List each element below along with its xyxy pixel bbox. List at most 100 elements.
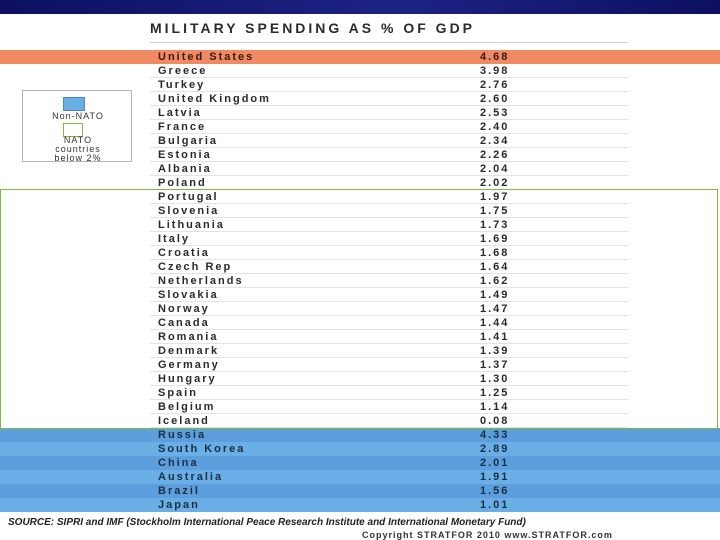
country-cell: Lithuania: [158, 219, 225, 231]
table-row: South Korea 2.89: [0, 442, 720, 456]
value-cell: 1.25: [480, 387, 510, 399]
copyright-note: Copyright STRATFOR 2010 www.STRATFOR.com: [362, 530, 613, 540]
row-separator: [150, 119, 628, 120]
country-cell: Canada: [158, 317, 210, 329]
value-cell: 1.68: [480, 247, 510, 259]
table-row: Latvia 2.53: [0, 106, 720, 120]
country-cell: Slovakia: [158, 289, 219, 301]
table-row: Romania 1.41: [0, 330, 720, 344]
legend-label-non-nato: Non-NATO: [52, 111, 104, 121]
value-cell: 2.53: [480, 107, 510, 119]
table-row: Greece 3.98: [0, 64, 720, 78]
row-separator: [150, 301, 628, 302]
row-separator: [150, 427, 628, 428]
value-cell: 1.75: [480, 205, 510, 217]
country-cell: Spain: [158, 387, 198, 399]
country-cell: Bulgaria: [158, 135, 219, 147]
country-cell: Estonia: [158, 149, 212, 161]
country-cell: Japan: [158, 499, 200, 511]
table-row: Australia 1.91: [0, 470, 720, 484]
table-row: Poland 2.02: [0, 176, 720, 190]
value-cell: 3.98: [480, 65, 510, 77]
chart-title: MILITARY SPENDING AS % OF GDP: [150, 20, 476, 36]
country-cell: Hungary: [158, 373, 217, 385]
table-row: Russia 4.33: [0, 428, 720, 442]
value-cell: 1.73: [480, 219, 510, 231]
country-cell: Poland: [158, 177, 207, 189]
legend-swatch-nato-below: [63, 123, 83, 137]
table-row: Lithuania 1.73: [0, 218, 720, 232]
value-cell: 4.33: [480, 429, 510, 441]
row-separator: [150, 385, 628, 386]
country-cell: Romania: [158, 331, 219, 343]
row-separator: [150, 315, 628, 316]
row-separator: [150, 287, 628, 288]
table-row: Iceland 0.08: [0, 414, 720, 428]
country-cell: Brazil: [158, 485, 200, 497]
value-cell: 1.37: [480, 359, 510, 371]
table-row: United States 4.68: [0, 50, 720, 64]
country-cell: China: [158, 457, 199, 469]
table-row: Estonia 2.26: [0, 148, 720, 162]
country-cell: Turkey: [158, 79, 206, 91]
row-separator: [150, 105, 628, 106]
value-cell: 0.08: [480, 415, 510, 427]
row-separator: [150, 203, 628, 204]
table-row: China 2.01: [0, 456, 720, 470]
country-cell: Australia: [158, 471, 224, 483]
table-row: Canada 1.44: [0, 316, 720, 330]
table-row: Albania 2.04: [0, 162, 720, 176]
country-cell: Croatia: [158, 247, 210, 259]
value-cell: 1.62: [480, 275, 510, 287]
legend: Non-NATO NATO countries below 2%: [22, 90, 132, 163]
value-cell: 2.60: [480, 93, 510, 105]
country-cell: Denmark: [158, 345, 220, 357]
value-cell: 1.47: [480, 303, 510, 315]
country-cell: Germany: [158, 359, 220, 371]
value-cell: 2.01: [480, 457, 510, 469]
value-cell: 1.64: [480, 261, 510, 273]
country-cell: South Korea: [158, 443, 246, 455]
table-row: Hungary 1.30: [0, 372, 720, 386]
country-cell: United Kingdom: [158, 93, 271, 105]
country-cell: Albania: [158, 163, 212, 175]
value-cell: 2.34: [480, 135, 510, 147]
table-row: Italy 1.69: [0, 232, 720, 246]
row-separator: [150, 399, 628, 400]
country-cell: Italy: [158, 233, 191, 245]
header-bar: [0, 0, 720, 14]
value-cell: 2.04: [480, 163, 510, 175]
table-row: Brazil 1.56: [0, 484, 720, 498]
table-row: Slovakia 1.49: [0, 288, 720, 302]
value-cell: 1.49: [480, 289, 510, 301]
country-cell: Latvia: [158, 107, 202, 119]
country-cell: France: [158, 121, 207, 133]
table-row: Slovenia 1.75: [0, 204, 720, 218]
country-cell: Iceland: [158, 415, 210, 427]
row-separator: [150, 343, 628, 344]
row-separator: [150, 259, 628, 260]
table-row: Bulgaria 2.34: [0, 134, 720, 148]
title-divider: [150, 42, 628, 43]
country-cell: Portugal: [158, 191, 219, 203]
table-row: Denmark 1.39: [0, 344, 720, 358]
country-cell: Netherlands: [158, 275, 244, 287]
source-note: SOURCE: SIPRI and IMF (Stockholm Interna…: [8, 517, 526, 528]
country-cell: Norway: [158, 303, 210, 315]
country-cell: Russia: [158, 429, 207, 441]
value-cell: 1.56: [480, 485, 510, 497]
value-cell: 1.30: [480, 373, 510, 385]
row-separator: [150, 175, 628, 176]
value-cell: 1.41: [480, 331, 510, 343]
row-separator: [150, 371, 628, 372]
table-row: United Kingdom 2.60: [0, 92, 720, 106]
value-cell: 1.39: [480, 345, 510, 357]
table-row: Croatia 1.68: [0, 246, 720, 260]
value-cell: 1.01: [480, 499, 510, 511]
value-cell: 2.40: [480, 121, 510, 133]
row-separator: [150, 147, 628, 148]
table-row: France 2.40: [0, 120, 720, 134]
table-row: Netherlands 1.62: [0, 274, 720, 288]
row-separator: [150, 231, 628, 232]
value-cell: 1.44: [480, 317, 510, 329]
